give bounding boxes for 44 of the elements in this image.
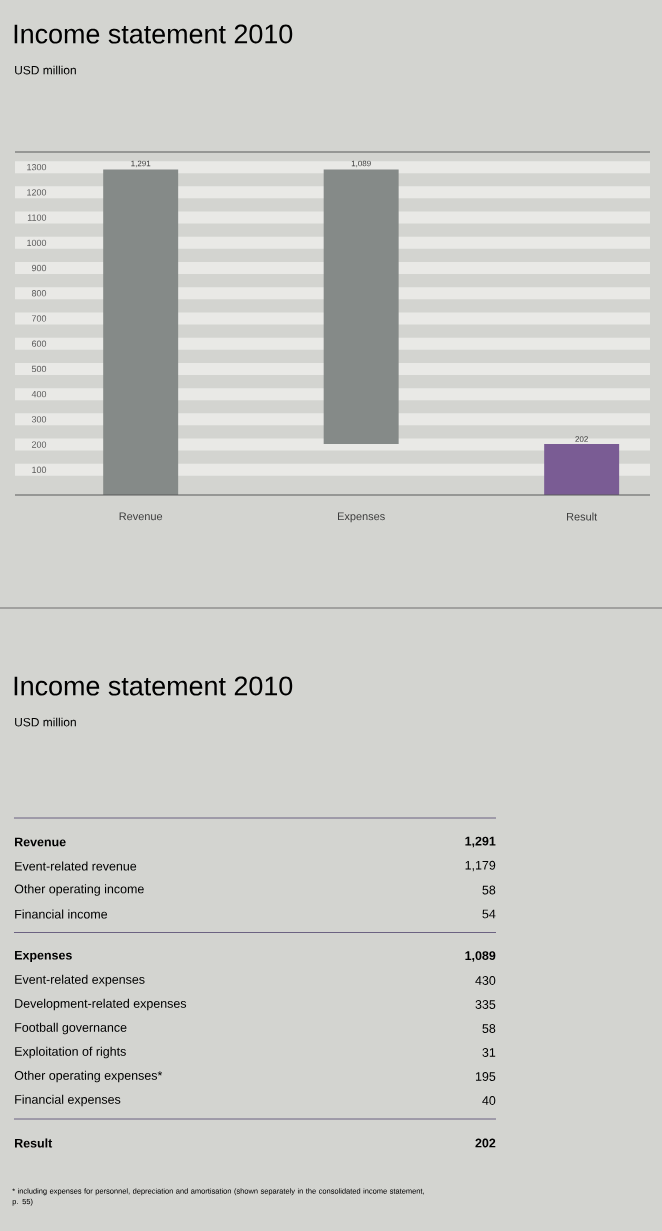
text: 58 [482, 885, 496, 895]
y-tick-label: 1000 [27, 239, 47, 246]
text: USD million [15, 717, 76, 727]
category-label: Result [15, 1138, 53, 1148]
text: 1,291 [465, 836, 496, 848]
y-tick-label: 600 [31, 340, 47, 347]
text: 202 [475, 1138, 496, 1148]
x-tick-label: Expenses [338, 512, 385, 523]
y-tick-label: 100 [32, 466, 47, 473]
x-tick-label: Result [567, 512, 598, 521]
text: 58 [482, 1024, 496, 1033]
text: 430 [475, 976, 496, 985]
y-tick-label: 1100 [27, 214, 47, 221]
category-label: Other operating income [14, 884, 144, 896]
category-label: Financial income [15, 909, 108, 919]
y-tick-label: 400 [31, 390, 47, 398]
category-label: Event-related expenses [15, 974, 145, 987]
category-label: Football governance [15, 1022, 127, 1035]
chart-subtitle: USD million [15, 65, 76, 75]
text: 1,089 [465, 951, 496, 962]
text: 335 [475, 1000, 496, 1009]
category-label: Event-related revenue [15, 861, 137, 871]
text: Income statement 2010 [14, 676, 293, 696]
y-tick-label: 300 [31, 416, 47, 423]
x-tick-label: Revenue [119, 512, 163, 521]
category-label: Expenses [15, 950, 72, 963]
category-label: Revenue [15, 837, 66, 847]
y-tick-label: 1200 [27, 189, 47, 196]
y-tick-label: 700 [31, 315, 47, 322]
chart-title: Income statement 2010 [14, 24, 293, 44]
text: 54 [482, 909, 496, 919]
y-tick-label: 200 [31, 441, 47, 448]
text: 195 [475, 1072, 496, 1081]
text: 1,179 [465, 860, 496, 872]
category-label: Other operating expenses* [14, 1070, 163, 1083]
category-label: Development-related expenses [15, 998, 187, 1011]
y-tick-label: 800 [31, 290, 47, 297]
y-tick-label: 500 [31, 365, 47, 373]
y-tick-label: 1300 [27, 163, 47, 171]
category-label: Exploitation of rights [15, 1046, 126, 1059]
category-label: Financial expenses [15, 1094, 121, 1107]
text: 40 [482, 1096, 496, 1105]
text: 31 [482, 1048, 496, 1057]
y-tick-label: 900 [31, 264, 47, 272]
